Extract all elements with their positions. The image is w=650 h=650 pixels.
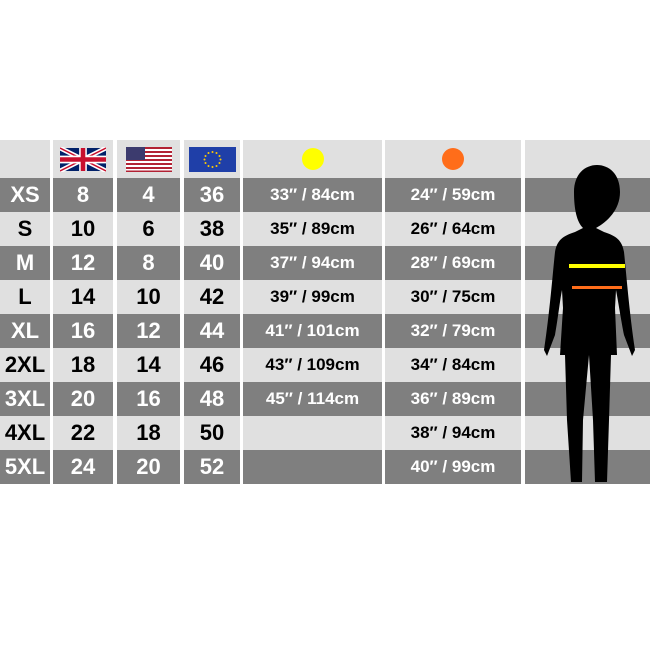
- orange-dot-icon: [442, 148, 464, 170]
- bust-cell: [243, 416, 382, 450]
- bust-column: 33″ / 84cm 35″ / 89cm 37″ / 94cm 39″ / 99cm…: [243, 140, 382, 485]
- eu-cell: 42: [184, 280, 240, 314]
- us-cell: 6: [117, 212, 180, 246]
- waist-cell: 38″ / 94cm: [385, 416, 521, 450]
- figure-row-bg: [525, 450, 650, 484]
- us-cell: 14: [117, 348, 180, 382]
- size-cell: XS: [0, 178, 50, 212]
- eu-cell: 46: [184, 348, 240, 382]
- eu-header: [184, 140, 240, 178]
- uk-cell: 12: [53, 246, 113, 280]
- eu-cell: 44: [184, 314, 240, 348]
- us-cell: 10: [117, 280, 180, 314]
- figure-row-bg: [525, 382, 650, 416]
- uk-cell: 8: [53, 178, 113, 212]
- size-cell: S: [0, 212, 50, 246]
- size-cell: 4XL: [0, 416, 50, 450]
- uk-cell: 16: [53, 314, 113, 348]
- us-cell: 12: [117, 314, 180, 348]
- waist-cell: 34″ / 84cm: [385, 348, 521, 382]
- size-cell: L: [0, 280, 50, 314]
- uk-cell: 14: [53, 280, 113, 314]
- us-cell: 8: [117, 246, 180, 280]
- us-header: [117, 140, 180, 178]
- size-column: XS S M L XL 2XL 3XL 4XL 5XL: [0, 140, 50, 485]
- eu-cell: 38: [184, 212, 240, 246]
- bust-cell: 39″ / 99cm: [243, 280, 382, 314]
- bust-cell: [243, 450, 382, 484]
- waist-cell: 40″ / 99cm: [385, 450, 521, 484]
- bust-header: [243, 140, 382, 178]
- uk-header: [53, 140, 113, 178]
- uk-flag-icon: [60, 146, 106, 172]
- waist-cell: 24″ / 59cm: [385, 178, 521, 212]
- uk-cell: 22: [53, 416, 113, 450]
- uk-cell: 24: [53, 450, 113, 484]
- bust-cell: 35″ / 89cm: [243, 212, 382, 246]
- eu-cell: 36: [184, 178, 240, 212]
- size-cell: 5XL: [0, 450, 50, 484]
- waist-cell: 30″ / 75cm: [385, 280, 521, 314]
- size-cell: 2XL: [0, 348, 50, 382]
- bust-cell: 33″ / 84cm: [243, 178, 382, 212]
- us-flag-icon: [125, 146, 172, 172]
- uk-cell: 10: [53, 212, 113, 246]
- size-cell: XL: [0, 314, 50, 348]
- uk-cell: 20: [53, 382, 113, 416]
- bust-cell: 43″ / 109cm: [243, 348, 382, 382]
- figure-row-bg: [525, 416, 650, 450]
- us-cell: 20: [117, 450, 180, 484]
- size-header: [0, 140, 50, 178]
- waist-line: [572, 286, 622, 289]
- waist-cell: 32″ / 79cm: [385, 314, 521, 348]
- bust-line: [569, 264, 625, 268]
- waist-header: [385, 140, 521, 178]
- waist-column: 24″ / 59cm 26″ / 64cm 28″ / 69cm 30″ / 75cm…: [385, 140, 521, 485]
- uk-column: 8 10 12 14 16 18 20 22 24: [53, 140, 113, 485]
- us-cell: 18: [117, 416, 180, 450]
- bust-cell: 41″ / 101cm: [243, 314, 382, 348]
- eu-flag-icon: [188, 146, 236, 172]
- eu-cell: 52: [184, 450, 240, 484]
- waist-cell: 36″ / 89cm: [385, 382, 521, 416]
- bust-cell: 37″ / 94cm: [243, 246, 382, 280]
- waist-cell: 28″ / 69cm: [385, 246, 521, 280]
- yellow-dot-icon: [301, 148, 324, 170]
- us-column: 4 6 8 10 12 14 16 18 20: [117, 140, 180, 485]
- us-cell: 16: [117, 382, 180, 416]
- eu-cell: 48: [184, 382, 240, 416]
- eu-cell: 50: [184, 416, 240, 450]
- us-cell: 4: [117, 178, 180, 212]
- size-cell: 3XL: [0, 382, 50, 416]
- female-silhouette-icon: [544, 165, 635, 482]
- waist-cell: 26″ / 64cm: [385, 212, 521, 246]
- size-cell: M: [0, 246, 50, 280]
- bust-cell: 45″ / 114cm: [243, 382, 382, 416]
- uk-cell: 18: [53, 348, 113, 382]
- eu-cell: 40: [184, 246, 240, 280]
- eu-column: 36 38 40 42 44 46 48 50 52: [184, 140, 240, 485]
